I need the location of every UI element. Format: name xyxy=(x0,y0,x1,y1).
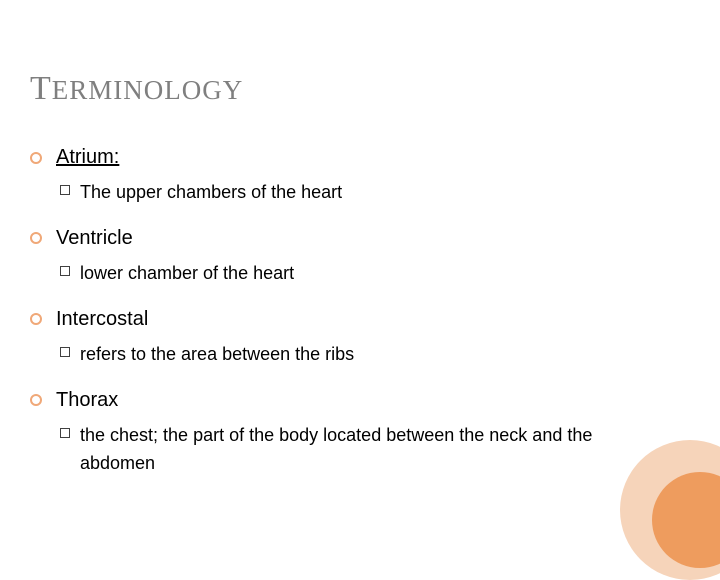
definition-text: the chest; the part of the body located … xyxy=(80,422,670,478)
definition-row: The upper chambers of the heart xyxy=(60,179,670,207)
square-bullet-icon xyxy=(60,347,70,357)
term-row: Atrium: xyxy=(30,142,670,173)
term-label: Thorax xyxy=(56,385,118,416)
term-row: Ventricle xyxy=(30,223,670,254)
definition-row: the chest; the part of the body located … xyxy=(60,422,670,478)
term-label: Atrium: xyxy=(56,142,119,173)
definition-text: lower chamber of the heart xyxy=(80,260,670,288)
ring-bullet-icon xyxy=(30,232,42,244)
definition-text: refers to the area between the ribs xyxy=(80,341,670,369)
ring-bullet-icon xyxy=(30,152,42,164)
ring-bullet-icon xyxy=(30,394,42,406)
definition-row: refers to the area between the ribs xyxy=(60,341,670,369)
square-bullet-icon xyxy=(60,428,70,438)
slide-title: TERMINOLOGY xyxy=(30,70,690,108)
slide: TERMINOLOGY Atrium: The upper chambers o… xyxy=(0,0,720,540)
title-rest: ERMINOLOGY xyxy=(52,75,244,105)
term-label: Intercostal xyxy=(56,304,148,335)
square-bullet-icon xyxy=(60,266,70,276)
square-bullet-icon xyxy=(60,185,70,195)
definition-row: lower chamber of the heart xyxy=(60,260,670,288)
definition-text: The upper chambers of the heart xyxy=(80,179,670,207)
term-row: Thorax xyxy=(30,385,670,416)
term-label: Ventricle xyxy=(56,223,133,254)
term-row: Intercostal xyxy=(30,304,670,335)
ring-bullet-icon xyxy=(30,313,42,325)
title-first-letter: T xyxy=(30,70,52,107)
content-area: Atrium: The upper chambers of the heart … xyxy=(30,142,670,477)
